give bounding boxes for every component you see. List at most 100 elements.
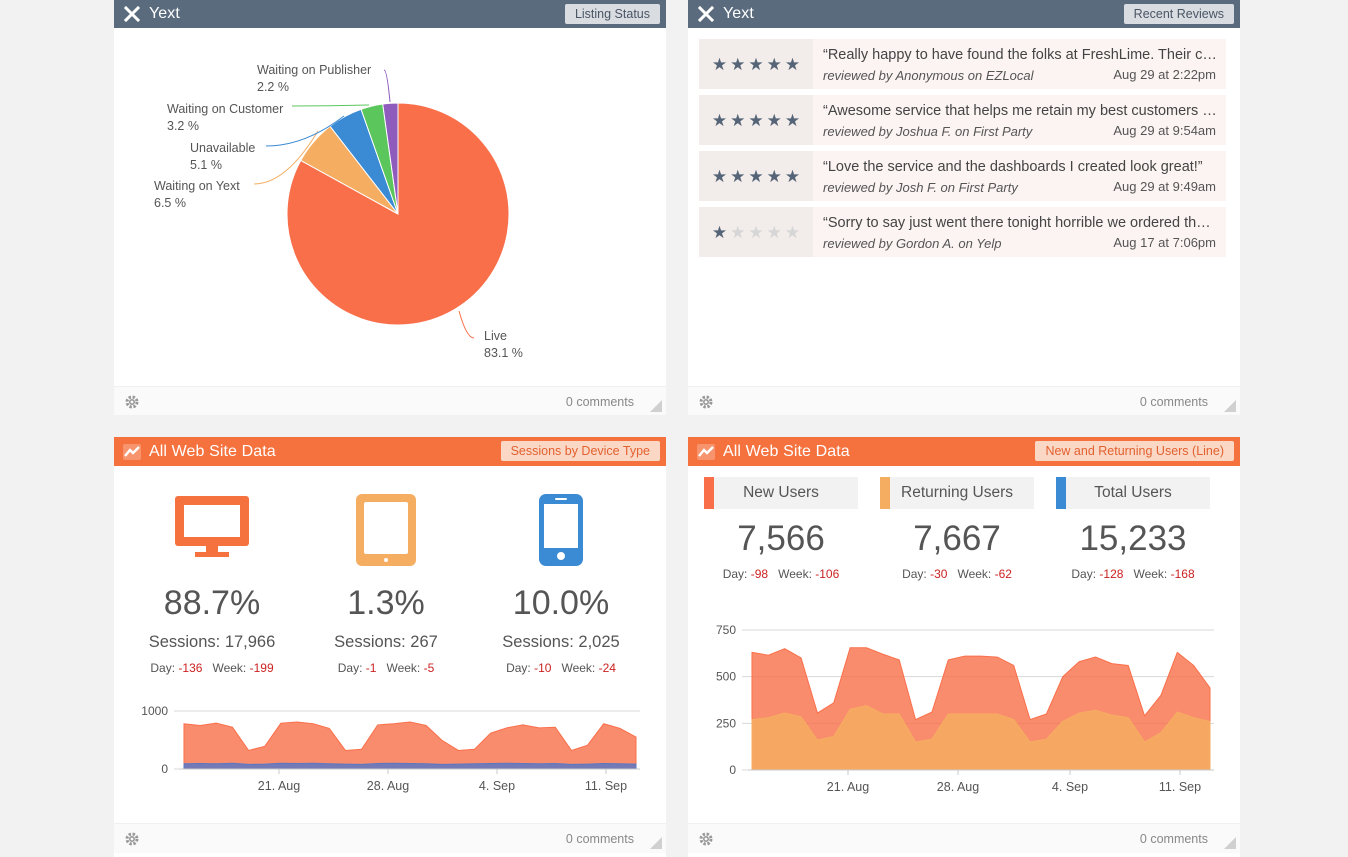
stat-value: 7,566 [737, 519, 825, 558]
pie-slice-value: 6.5 % [154, 196, 186, 210]
x-tick-label: 28. Aug [367, 779, 409, 793]
stat-legend-chip: New Users [704, 477, 858, 509]
area-series-1[interactable] [183, 762, 637, 770]
star-icon: ★ [766, 166, 782, 186]
pie-slice-value: 5.1 % [190, 158, 222, 172]
day-label: Day: [1071, 567, 1097, 581]
pie-slice-value: 83.1 % [484, 346, 523, 360]
stat-label: Returning Users [901, 484, 1013, 501]
listing-status-button[interactable]: Listing Status [564, 4, 660, 24]
star-rating: ★ ★ ★ ★ ★ [699, 151, 813, 201]
widget-title: All Web Site Data [149, 442, 276, 460]
recent-reviews-button[interactable]: Recent Reviews [1123, 4, 1234, 24]
stat-label: New Users [743, 484, 819, 501]
resize-handle[interactable] [650, 400, 662, 412]
star-icon: ★ [784, 222, 801, 242]
area-series-0[interactable] [183, 721, 637, 770]
user-stat-total: Total Users 15,233 Day: -128 Week: -168 [1056, 477, 1210, 581]
area-series-1[interactable] [751, 705, 1211, 771]
review-item[interactable]: ★ ★ ★ ★ ★ “Awesome service that helps me reta… [699, 95, 1226, 145]
pie-slice-label: Waiting on Yext [154, 179, 240, 193]
star-icon: ★ [748, 166, 764, 186]
review-item[interactable]: ★ ★ ★ ★ ★ “Sorry to say just went there tonig… [699, 207, 1226, 257]
pie-slice-label: Waiting on Customer [167, 102, 283, 116]
widget-title: Yext [149, 5, 180, 22]
week-delta: -62 [994, 567, 1012, 581]
week-label: Week: [1133, 567, 1168, 581]
pie-label-connector [265, 115, 345, 147]
review-author: reviewed by Gordon A. on Yelp [823, 236, 1002, 251]
sessions-by-device-button[interactable]: Sessions by Device Type [500, 441, 660, 461]
day-delta: -1 [365, 661, 377, 675]
resize-handle[interactable] [1224, 837, 1236, 849]
x-tick-label: 28. Aug [937, 780, 979, 794]
day-delta: -30 [930, 567, 948, 581]
x-tick-label: 21. Aug [827, 780, 869, 794]
star-rating: ★ ★ ★ ★ ★ [699, 39, 813, 89]
y-tick-label: 0 [161, 762, 168, 776]
star-icon: ★ [748, 110, 764, 130]
pie-label-connector [458, 310, 475, 339]
week-delta: -199 [249, 661, 274, 675]
widget-title: All Web Site Data [723, 442, 850, 460]
comments-link[interactable]: 0 comments [1139, 395, 1208, 409]
week-delta: -168 [1170, 567, 1195, 581]
sessions-by-device-widget: All Web Site Data Sessions by Device Typ… [114, 437, 666, 857]
analytics-logo-icon [697, 443, 715, 461]
new-returning-users-widget: All Web Site Data New and Returning User… [688, 437, 1240, 857]
widget-header: All Web Site Data Sessions by Device Typ… [114, 437, 666, 466]
stat-label: Total Users [1094, 484, 1172, 501]
review-timestamp: Aug 17 at 7:06pm [1113, 235, 1216, 250]
x-tick-label: 11. Sep [585, 779, 627, 793]
day-delta: -128 [1099, 567, 1124, 581]
device-stat-tablet: 1.3% Sessions: 267 Day: -1 Week: -5 [296, 492, 476, 675]
resize-handle[interactable] [650, 837, 662, 849]
device-percent: 10.0% [512, 584, 610, 622]
day-label: Day: [902, 567, 927, 581]
pie-slice-waiting-on-publisher[interactable] [382, 102, 399, 215]
star-icon: ★ [730, 222, 746, 242]
star-icon: ★ [748, 222, 764, 242]
comments-link[interactable]: 0 comments [1139, 832, 1208, 846]
sessions-area-chart: 0 1000 21. Aug 28. Aug 4. Sep 11. Sep [141, 704, 640, 793]
yext-logo-icon [697, 5, 715, 23]
stat-value: 7,667 [913, 519, 1001, 558]
gear-icon[interactable] [123, 393, 141, 415]
x-tick-label: 21. Aug [258, 779, 300, 793]
y-tick-label: 250 [716, 716, 736, 730]
comments-link[interactable]: 0 comments [565, 395, 634, 409]
device-day-week: Day: -10 Week: -24 [471, 661, 651, 675]
y-tick-label: 750 [716, 623, 736, 637]
new-returning-users-button[interactable]: New and Returning Users (Line) [1035, 441, 1234, 461]
pie-slice-label: Waiting on Publisher [257, 63, 371, 77]
review-item[interactable]: ★ ★ ★ ★ ★ “Love the service and the dashboard… [699, 151, 1226, 201]
week-delta: -106 [815, 567, 840, 581]
widget-header: Yext Recent Reviews [688, 0, 1240, 28]
analytics-logo-icon [123, 443, 141, 461]
day-label: Day: [337, 661, 363, 675]
gear-icon[interactable] [697, 830, 715, 853]
star-icon: ★ [711, 110, 728, 130]
review-author: reviewed by Anonymous on EZLocal [823, 68, 1034, 83]
star-rating: ★ ★ ★ ★ ★ [699, 95, 813, 145]
review-item[interactable]: ★ ★ ★ ★ ★ “Really happy to have found the fol… [699, 39, 1226, 89]
x-tick-label: 11. Sep [1159, 780, 1201, 794]
resize-handle[interactable] [1224, 400, 1236, 412]
gear-icon[interactable] [123, 830, 141, 853]
device-day-week: Day: -1 Week: -5 [296, 661, 476, 675]
review-timestamp: Aug 29 at 9:49am [1113, 179, 1216, 194]
pie-slice-value: 3.2 % [167, 119, 199, 133]
user-stat-new: New Users 7,566 Day: -98 Week: -106 [704, 477, 858, 581]
mobile-icon [471, 492, 651, 567]
users-area-chart: 0 250 500 750 21. Aug 28. Aug 4. Sep 11. Sep [716, 623, 1214, 794]
review-quote: “Love the service and the dashboards I c… [823, 159, 1203, 175]
star-icon: ★ [784, 110, 801, 130]
week-delta: -5 [423, 661, 435, 675]
review-quote: “Really happy to have found the folks at… [823, 47, 1218, 63]
gear-icon[interactable] [697, 393, 715, 415]
pie-label-connector [253, 130, 319, 185]
star-icon: ★ [711, 166, 728, 186]
star-icon: ★ [766, 222, 782, 242]
stat-legend-chip: Total Users [1056, 477, 1210, 509]
comments-link[interactable]: 0 comments [565, 832, 634, 846]
